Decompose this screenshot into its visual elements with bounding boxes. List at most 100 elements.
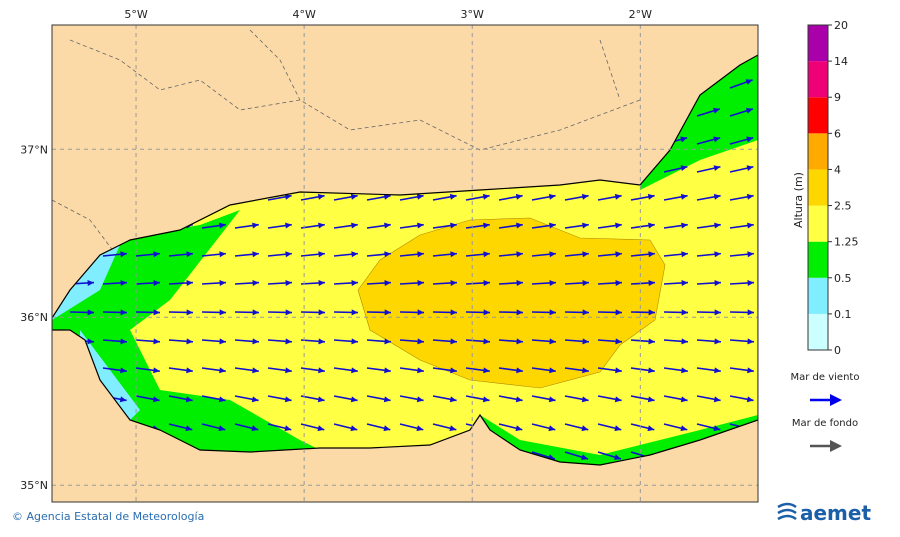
wind-arrow-head [450, 367, 457, 374]
wind-arrow-head [548, 193, 556, 200]
wind-arrow-head [680, 165, 688, 172]
wind-arrow-head [318, 222, 325, 229]
wind-arrow-head [417, 279, 424, 286]
wind-arrow-head [186, 279, 193, 286]
legend-arrow-head [830, 394, 842, 406]
wind-arrow-head [350, 193, 358, 200]
wind-arrow-head [747, 279, 754, 286]
wind-arrow-head [712, 107, 720, 114]
wind-arrow-head [219, 367, 226, 374]
wind-arrow-head [252, 222, 259, 229]
wind-arrow-head [120, 309, 127, 316]
colorbar-frame [807, 24, 829, 351]
wind-arrow-head [615, 367, 622, 374]
wind-arrow-head [449, 193, 457, 200]
wind-arrow-head [185, 425, 193, 432]
wind-arrow-head [714, 367, 721, 374]
colorbar-tick-label: 9 [834, 91, 841, 104]
wind-arrow-head [681, 338, 688, 345]
wind-arrow-head [648, 279, 655, 286]
wind-arrow-head [615, 251, 622, 258]
wind-arrow-head [284, 425, 292, 432]
wind-arrow-head [615, 222, 622, 229]
colorbar-band [808, 61, 828, 98]
colorbar-label: Altura (m) [792, 172, 805, 228]
wind-arrow-head [153, 338, 160, 345]
wind-arrow-head [713, 396, 721, 403]
legend-label: Mar de viento [791, 372, 860, 383]
wind-arrow-head [285, 338, 292, 345]
wind-arrow-head [284, 396, 292, 403]
wind-arrow-head [87, 309, 94, 316]
wind-arrow-head [582, 367, 589, 374]
colorbar-tick-label: 0.1 [834, 308, 852, 321]
wind-arrow-head [614, 454, 621, 460]
wind-arrow-head [516, 222, 523, 229]
wind-arrow-head [515, 425, 523, 432]
wind-arrow-head [153, 309, 160, 316]
legend: Mar de viento Mar de fondo [791, 372, 860, 452]
wind-arrow-head [648, 251, 655, 258]
wind-arrow-head [285, 309, 292, 316]
wind-arrow-head [648, 338, 655, 345]
wind-arrow-head [747, 251, 754, 258]
wind-arrow-head [251, 396, 259, 403]
wind-arrow-head [680, 136, 688, 143]
colorbar: 0 0.1 0.5 1.25 2.5 4 6 9 14 20 [807, 19, 859, 357]
x-tick-label: 5°W [124, 8, 147, 21]
wind-arrow-head [87, 338, 94, 345]
wind-arrow-head [218, 396, 226, 403]
wind-arrow-head [582, 251, 589, 258]
wind-arrow-head [747, 338, 754, 345]
wind-arrow-head [449, 396, 457, 403]
wind-arrow-head [516, 279, 523, 286]
logo-text: aemet [800, 501, 871, 525]
colorbar-tick-label: 2.5 [834, 200, 852, 213]
wind-arrow-head [483, 338, 490, 345]
wind-arrow-head [284, 193, 292, 200]
wind-arrow-head [219, 309, 226, 316]
wind-arrow-head [483, 251, 490, 258]
wind-arrow-head [153, 251, 160, 258]
wind-arrow-head [219, 338, 226, 345]
wind-arrow-head [483, 309, 490, 316]
wind-arrow-head [746, 396, 754, 403]
wind-arrow-head [549, 222, 556, 229]
wind-arrow-head [351, 279, 358, 286]
wind-arrow-head [614, 396, 622, 403]
wind-arrow-head [417, 222, 424, 229]
wind-arrow-head [681, 367, 688, 374]
x-tick-label: 2°W [629, 8, 652, 21]
legend-arrow-head [830, 440, 842, 452]
wind-arrow-head [416, 193, 424, 200]
wind-arrow-head [450, 222, 457, 229]
wind-arrow-head [350, 425, 358, 432]
wind-arrow-head [450, 251, 457, 258]
wind-arrow-head [680, 193, 688, 200]
wind-arrow-head [351, 338, 358, 345]
wind-arrow-head [515, 193, 523, 200]
legend-label: Mar de fondo [792, 418, 858, 429]
colorbar-tick-label: 6 [834, 127, 841, 140]
wind-arrow-head [417, 309, 424, 316]
wind-arrow-head [482, 396, 490, 403]
wind-arrow-head [582, 279, 589, 286]
wind-arrow-head [581, 454, 588, 460]
wind-arrow-head [615, 279, 622, 286]
wind-arrow-head [582, 222, 589, 229]
wind-arrow-head [251, 425, 259, 432]
wind-arrow-head [383, 193, 391, 200]
wind-arrow-head [186, 338, 193, 345]
map-frame [51, 24, 759, 503]
wind-arrow-head [582, 309, 589, 316]
wind-arrow-head [549, 279, 556, 286]
wind-arrow-head [582, 338, 589, 345]
colorbar-tick-label: 0 [834, 344, 841, 357]
wind-arrow-head [317, 396, 325, 403]
wind-arrow-head [317, 193, 325, 200]
wind-arrow-head [120, 338, 127, 345]
wind-arrow-head [516, 251, 523, 258]
colorbar-band [808, 133, 828, 170]
wind-arrow-head [384, 309, 391, 316]
